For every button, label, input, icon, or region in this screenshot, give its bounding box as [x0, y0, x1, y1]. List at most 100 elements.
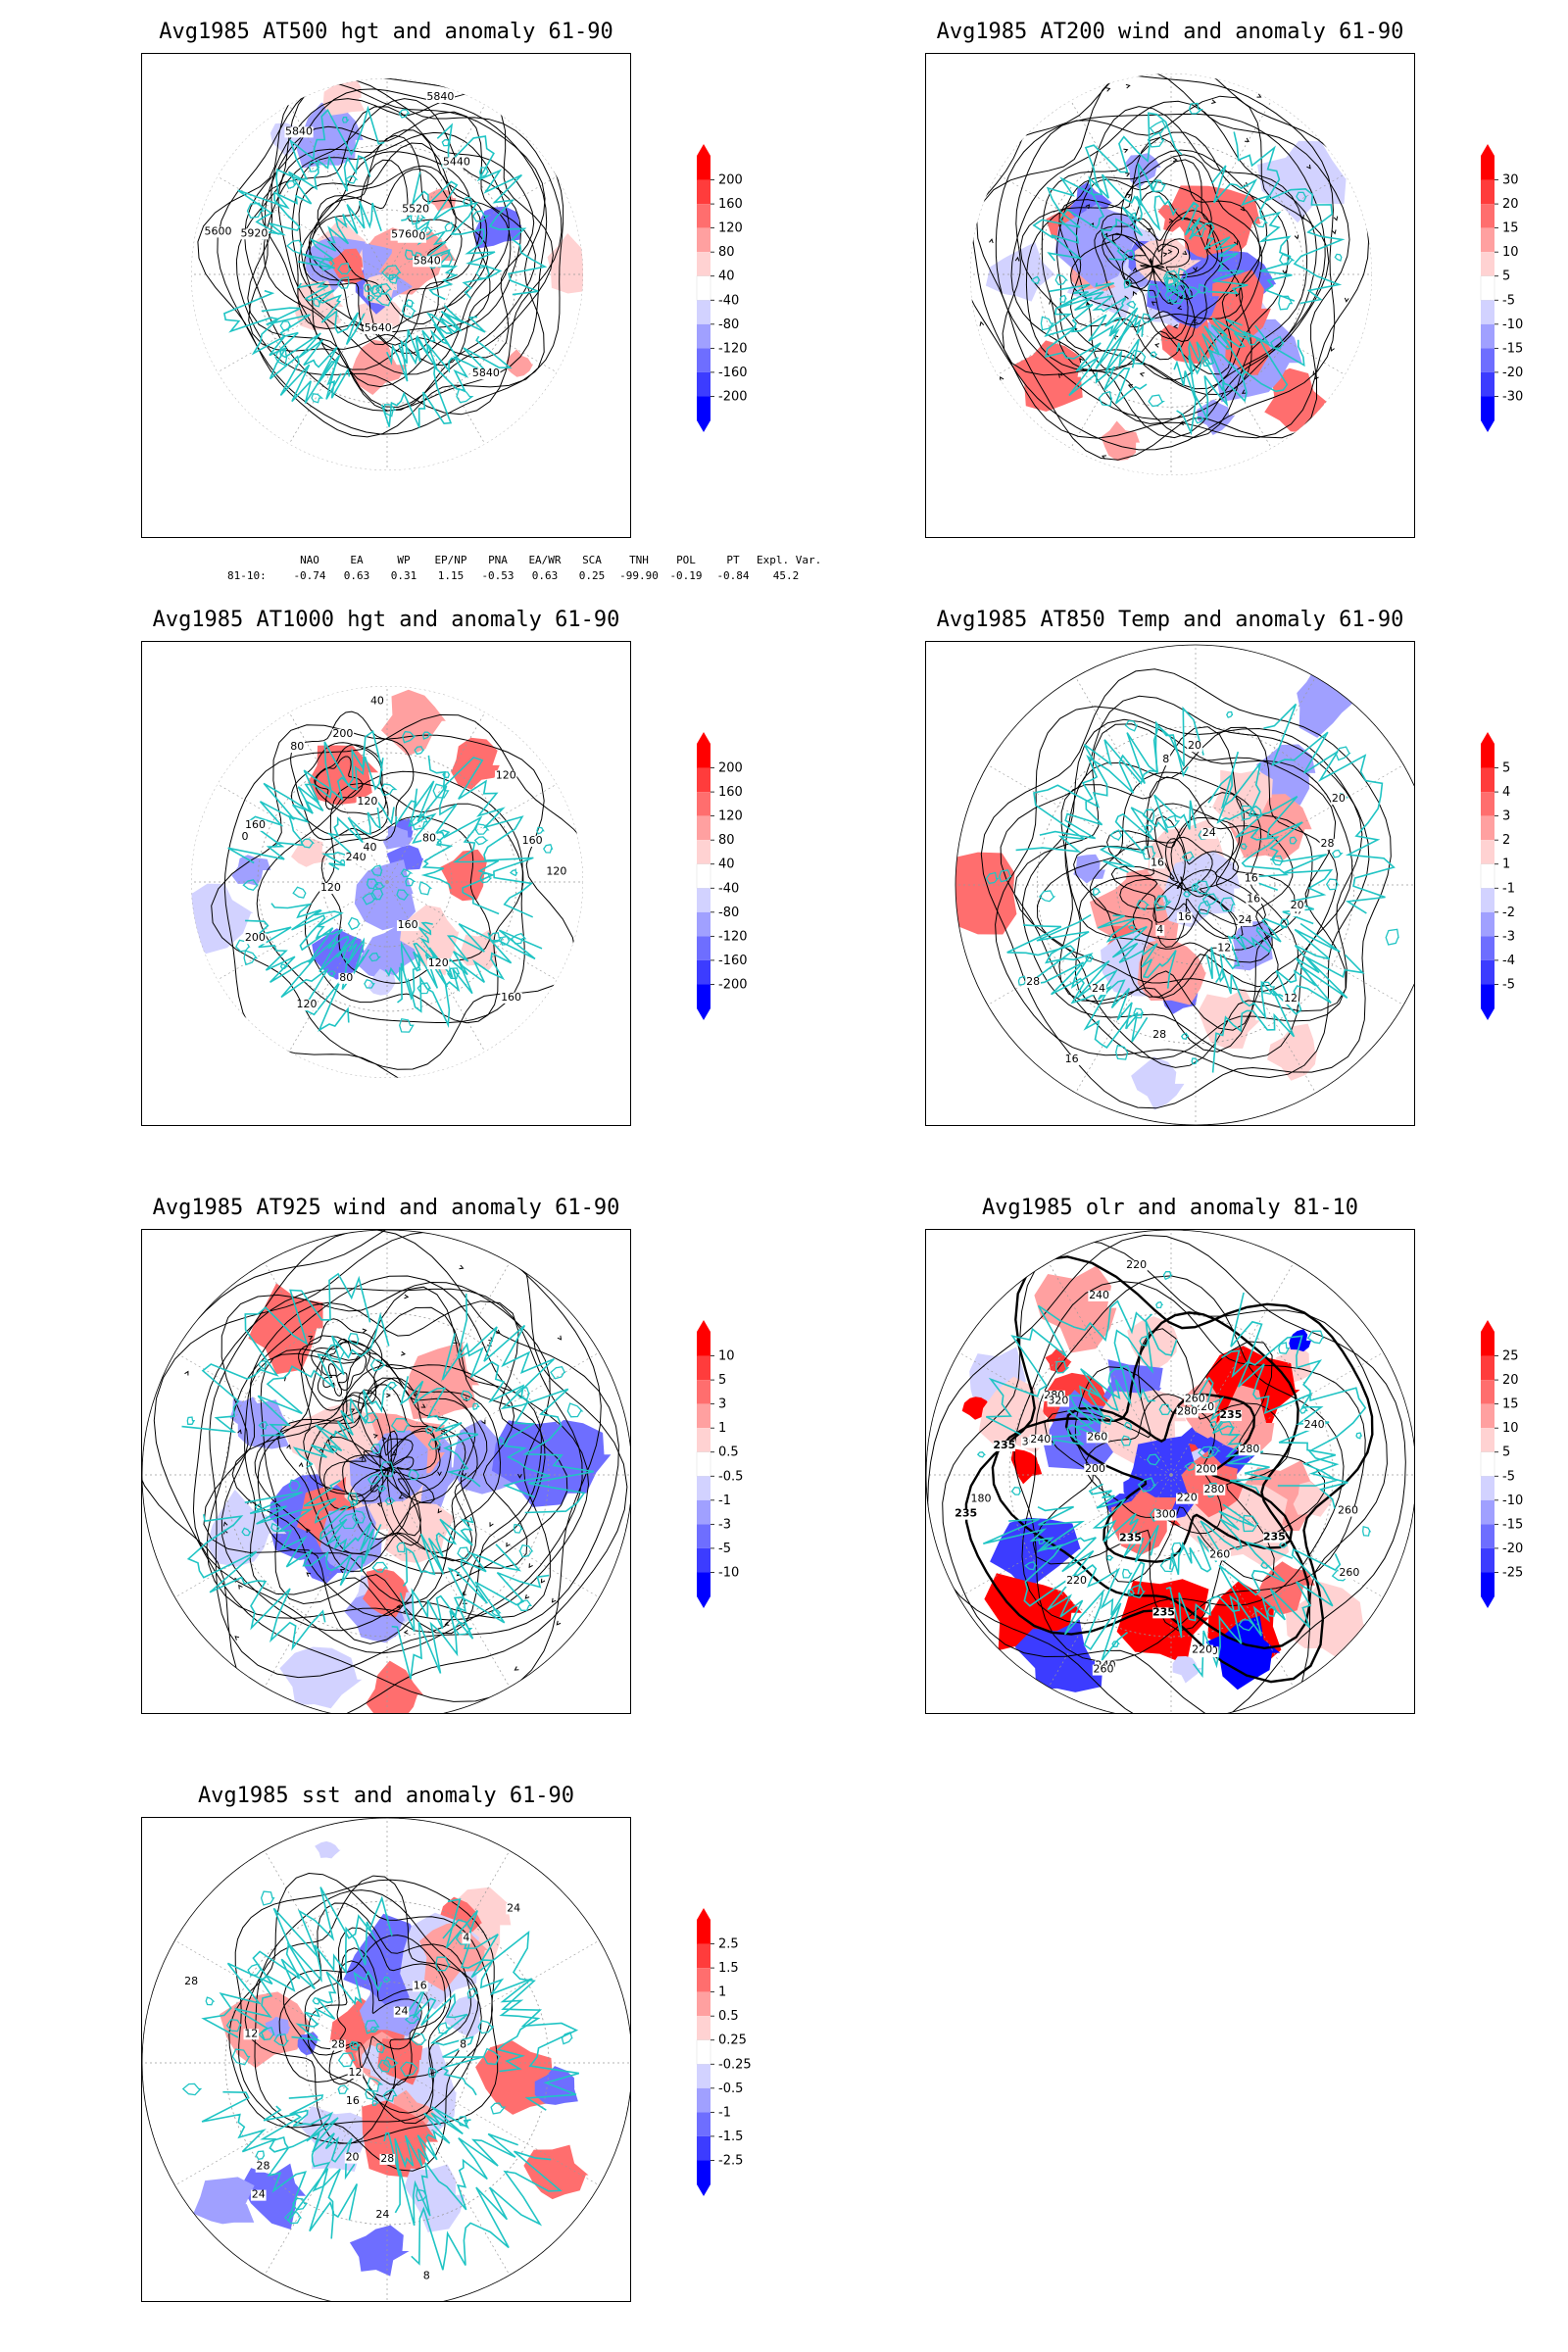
island-outline	[368, 952, 381, 962]
island-outline	[1198, 900, 1211, 915]
colorbar-segment	[697, 840, 710, 864]
coastline	[1263, 703, 1396, 914]
contour-value-label: 200	[332, 727, 353, 740]
contour	[317, 168, 457, 325]
label-backdrop	[362, 842, 378, 854]
meridian-line	[217, 783, 388, 883]
flow-arrow	[1049, 299, 1054, 305]
colorbar-segment	[697, 2160, 710, 2184]
island-outline	[279, 320, 292, 331]
label-backdrop	[356, 797, 379, 808]
island-outline	[337, 262, 352, 274]
colorbar-segment	[697, 227, 710, 253]
colorbar-top-arrow	[1481, 1320, 1494, 1332]
lat-lon-grid	[970, 74, 1372, 475]
label-backdrop	[1246, 894, 1261, 906]
contour-value-label: 320	[1048, 1394, 1068, 1406]
island-outline	[491, 1608, 502, 1617]
label-backdrop	[520, 835, 544, 847]
flow-arrow	[1079, 358, 1084, 364]
streamline	[220, 1281, 551, 1632]
index-header: WP	[397, 554, 411, 566]
flow-arrow	[1126, 194, 1132, 199]
colorbar-segment	[1480, 1451, 1495, 1477]
map-boundary	[955, 644, 1414, 1125]
streamline	[192, 1288, 583, 1654]
contour-value-label: 12	[349, 2066, 363, 2079]
contour-value-label: 24	[375, 2208, 389, 2221]
contour-value-label: 240	[1089, 1289, 1109, 1301]
colorbar-segment	[696, 863, 711, 889]
contour	[1022, 718, 1353, 1059]
coastline	[181, 1272, 371, 1434]
flow-arrow	[1000, 376, 1004, 381]
colorbar-label: -1	[1502, 881, 1515, 896]
colorbar-segment	[697, 1572, 710, 1596]
coastline	[249, 154, 371, 240]
flow-arrow	[1256, 93, 1262, 98]
island-outline	[1038, 890, 1056, 903]
island-outline	[242, 879, 260, 892]
meridian-line	[386, 273, 558, 373]
contour	[308, 165, 489, 335]
streamline	[257, 1342, 502, 1603]
contour-value-label: 20	[1291, 899, 1304, 911]
contour-value-label: 240	[1304, 1418, 1325, 1431]
contour-labels: 5840564058405440552056005760584058405840…	[203, 90, 501, 380]
island-outline	[258, 1421, 270, 1430]
island-outline	[370, 887, 384, 901]
colorbar-segment	[1481, 959, 1494, 985]
label-backdrop	[244, 933, 267, 945]
island-outline	[424, 1426, 436, 1435]
label-backdrop	[1025, 976, 1041, 988]
map-frame: 5840564058405440552056005760584058405840…	[141, 53, 631, 538]
island-outline	[1278, 295, 1294, 311]
island-outline	[369, 2026, 379, 2034]
colorbar-segment	[697, 252, 710, 276]
label-backdrop	[1338, 1567, 1361, 1579]
island-outline	[1151, 179, 1166, 192]
island-outline	[382, 1976, 391, 1983]
flow-arrow	[234, 1636, 240, 1641]
coastline	[397, 922, 492, 1004]
colorbar-label: 1	[718, 1421, 726, 1436]
contour	[1013, 1280, 1366, 1663]
contour-value-label: 24	[1092, 982, 1105, 995]
colorbar-segment	[1481, 1524, 1494, 1548]
colorbar-segment	[1481, 792, 1494, 816]
colorbar-label: -80	[718, 318, 739, 332]
label-backdrop	[1152, 1029, 1167, 1041]
colorbar-top-arrow	[1481, 144, 1494, 156]
coastline	[320, 798, 395, 870]
anomaly-patch	[363, 1568, 409, 1618]
flow-arrow	[372, 1434, 378, 1439]
coastline	[391, 1571, 550, 1680]
island-outline	[286, 239, 304, 255]
island-outline	[1335, 746, 1351, 761]
island-outline	[1137, 1477, 1157, 1493]
island-outline	[1198, 1446, 1215, 1459]
island-outline	[186, 1416, 196, 1425]
flow-arrow	[1173, 323, 1178, 329]
streamline	[1094, 190, 1223, 328]
colorbar: 25 20 15 10 5 -5 -10 -15 -20 -25	[1469, 1320, 1568, 1620]
flow-arrow	[1125, 83, 1131, 89]
contour-value-label: 120	[320, 881, 341, 894]
flow-arrow	[437, 1508, 443, 1514]
flow-arrow	[1331, 229, 1337, 235]
colorbar-segment	[1481, 371, 1494, 397]
contour-value-label: 16	[346, 2094, 360, 2107]
contour	[256, 770, 525, 1023]
island-outline	[1139, 1335, 1150, 1348]
island-outline	[999, 869, 1012, 883]
colorbar-segment	[1481, 227, 1494, 253]
index-value: -0.84	[716, 569, 750, 582]
flow-arrow	[1105, 87, 1111, 92]
colorbar-segment	[1481, 911, 1494, 937]
flow-arrow	[1179, 420, 1185, 425]
meridian-line	[288, 881, 388, 1053]
island-outline	[1054, 1360, 1070, 1374]
coastline	[1176, 337, 1305, 436]
flow-arrow	[1168, 218, 1174, 223]
colorbar-label: -2	[1502, 906, 1515, 920]
